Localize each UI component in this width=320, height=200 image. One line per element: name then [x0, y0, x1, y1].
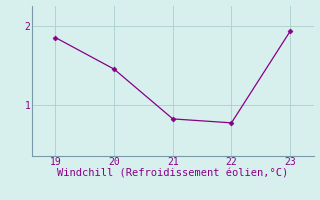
X-axis label: Windchill (Refroidissement éolien,°C): Windchill (Refroidissement éolien,°C) — [57, 169, 288, 179]
